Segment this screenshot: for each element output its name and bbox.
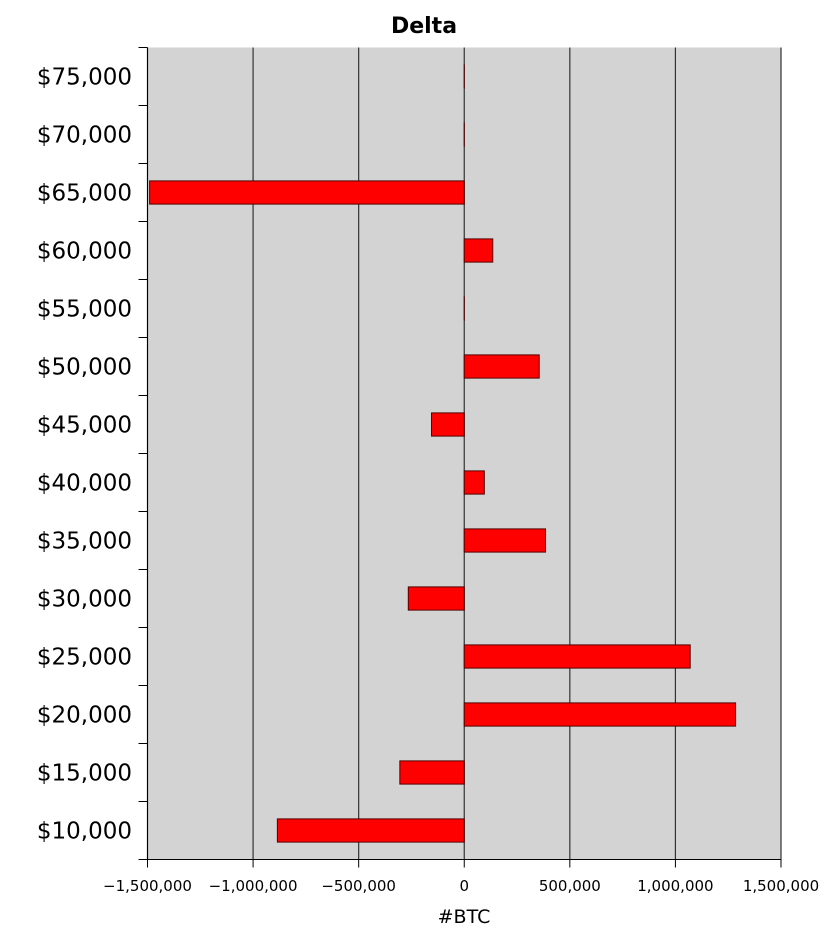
plot-area: $10,000 $15,000 $20,000 $25,000 $30,000 $35,0…: [37, 48, 819, 896]
x-tick-label: 0: [459, 877, 469, 895]
x-tick-label: 1,500,000: [743, 877, 819, 895]
bar-50000: [464, 355, 539, 378]
y-tick-label: $50,000: [37, 355, 132, 381]
y-tick-label: $10,000: [37, 819, 132, 845]
bar-45000: [432, 413, 465, 436]
bar-40000: [464, 471, 484, 494]
y-tick-label: $75,000: [37, 65, 132, 91]
y-tick-label: $30,000: [37, 587, 132, 613]
bar-35000: [464, 529, 545, 552]
x-tick-label: 1,000,000: [637, 877, 713, 895]
chart-title: Delta: [391, 14, 457, 39]
bar-10000: [277, 819, 464, 842]
bar-60000: [464, 239, 493, 262]
bar-65000: [150, 181, 465, 204]
y-tick-label: $35,000: [37, 529, 132, 555]
x-tick-label: −1,000,000: [209, 877, 298, 895]
y-tick-label: $70,000: [37, 123, 132, 149]
y-tick-label: $45,000: [37, 413, 132, 439]
x-tick-label: −1,500,000: [103, 877, 192, 895]
bar-15000: [400, 761, 464, 784]
y-tick-label: $15,000: [37, 761, 132, 787]
bar-20000: [464, 703, 735, 726]
y-tick-label: $65,000: [37, 181, 132, 207]
y-tick-label: $60,000: [37, 239, 132, 265]
x-axis-label: #BTC: [438, 906, 491, 928]
y-tick-label: $55,000: [37, 297, 132, 323]
y-tick-label: $20,000: [37, 703, 132, 729]
x-tick-label: 500,000: [539, 877, 601, 895]
x-tick-label: −500,000: [321, 877, 396, 895]
bar-30000: [408, 587, 464, 610]
y-tick-label: $40,000: [37, 471, 132, 497]
y-tick-label: $25,000: [37, 645, 132, 671]
bar-25000: [464, 645, 690, 668]
